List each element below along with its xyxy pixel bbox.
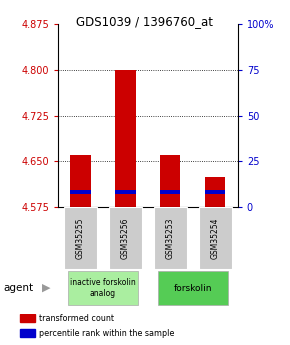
Bar [70, 155, 90, 207]
Bar [115, 190, 135, 194]
Bar [64, 207, 97, 269]
Text: percentile rank within the sample: percentile rank within the sample [39, 329, 174, 338]
Bar [205, 190, 225, 194]
Text: inactive forskolin
analog: inactive forskolin analog [70, 278, 136, 298]
Text: transformed count: transformed count [39, 314, 114, 323]
Text: ▶: ▶ [42, 283, 51, 293]
Text: agent: agent [3, 283, 33, 293]
Bar [70, 190, 90, 194]
Text: GSM35256: GSM35256 [121, 217, 130, 259]
Bar [158, 271, 228, 305]
Bar [199, 207, 232, 269]
Text: forskolin: forskolin [174, 284, 212, 293]
Text: GSM35253: GSM35253 [166, 217, 175, 259]
Text: GDS1039 / 1396760_at: GDS1039 / 1396760_at [77, 16, 213, 29]
Bar [20, 314, 35, 322]
Bar [205, 177, 225, 207]
Bar [68, 271, 138, 305]
Bar [115, 70, 135, 207]
Text: GSM35254: GSM35254 [211, 217, 220, 259]
Text: GSM35255: GSM35255 [76, 217, 85, 259]
Bar [154, 207, 187, 269]
Bar [20, 329, 35, 337]
Bar [160, 155, 180, 207]
Bar [109, 207, 142, 269]
Bar [160, 190, 180, 194]
